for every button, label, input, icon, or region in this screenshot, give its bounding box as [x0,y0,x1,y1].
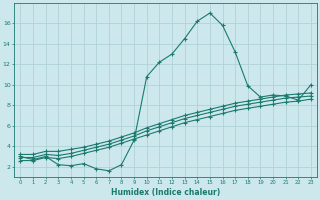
X-axis label: Humidex (Indice chaleur): Humidex (Indice chaleur) [111,188,220,197]
